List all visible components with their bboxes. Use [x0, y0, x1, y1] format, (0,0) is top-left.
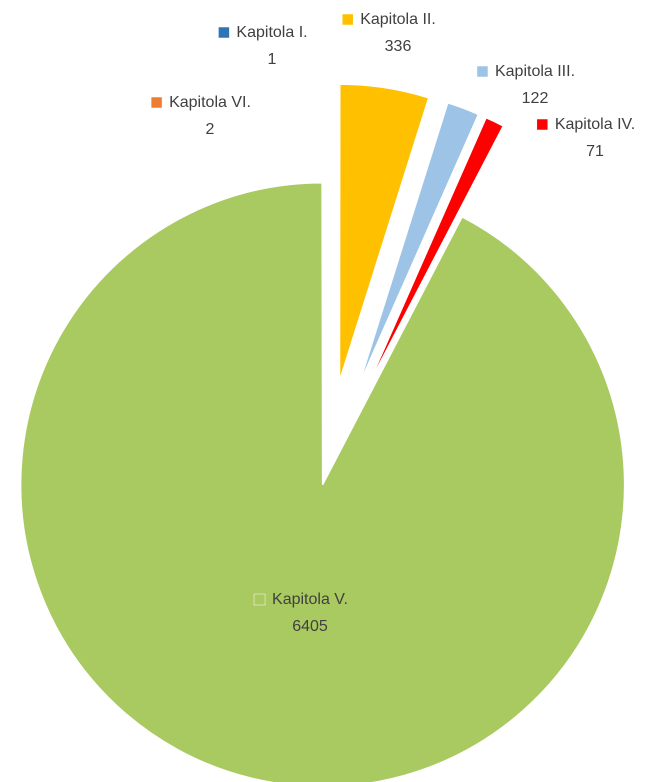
data-label-value: 122 [522, 90, 549, 107]
data-label-name: Kapitola V. [272, 591, 348, 608]
label-marker [150, 96, 163, 109]
label-marker [536, 118, 549, 131]
pie-slice [338, 83, 430, 382]
data-label-value: 336 [385, 38, 412, 55]
data-label-name: Kapitola II. [360, 11, 436, 28]
data-label-value: 71 [586, 143, 604, 160]
pie-slice [19, 181, 626, 782]
label-marker [476, 65, 489, 78]
label-marker [218, 26, 230, 39]
pie-slice [323, 82, 326, 381]
label-marker [253, 593, 266, 606]
label-marker [341, 13, 354, 26]
data-label-name: Kapitola VI. [169, 94, 251, 111]
pie-slice [365, 116, 505, 390]
data-label-value: 1 [268, 51, 277, 68]
data-label-name: Kapitola IV. [555, 116, 635, 133]
data-label-value: 6405 [292, 618, 328, 635]
pie-slice [357, 101, 480, 387]
data-label-name: Kapitola I. [236, 24, 307, 41]
data-label-name: Kapitola III. [495, 63, 575, 80]
data-label-value: 2 [206, 121, 215, 138]
